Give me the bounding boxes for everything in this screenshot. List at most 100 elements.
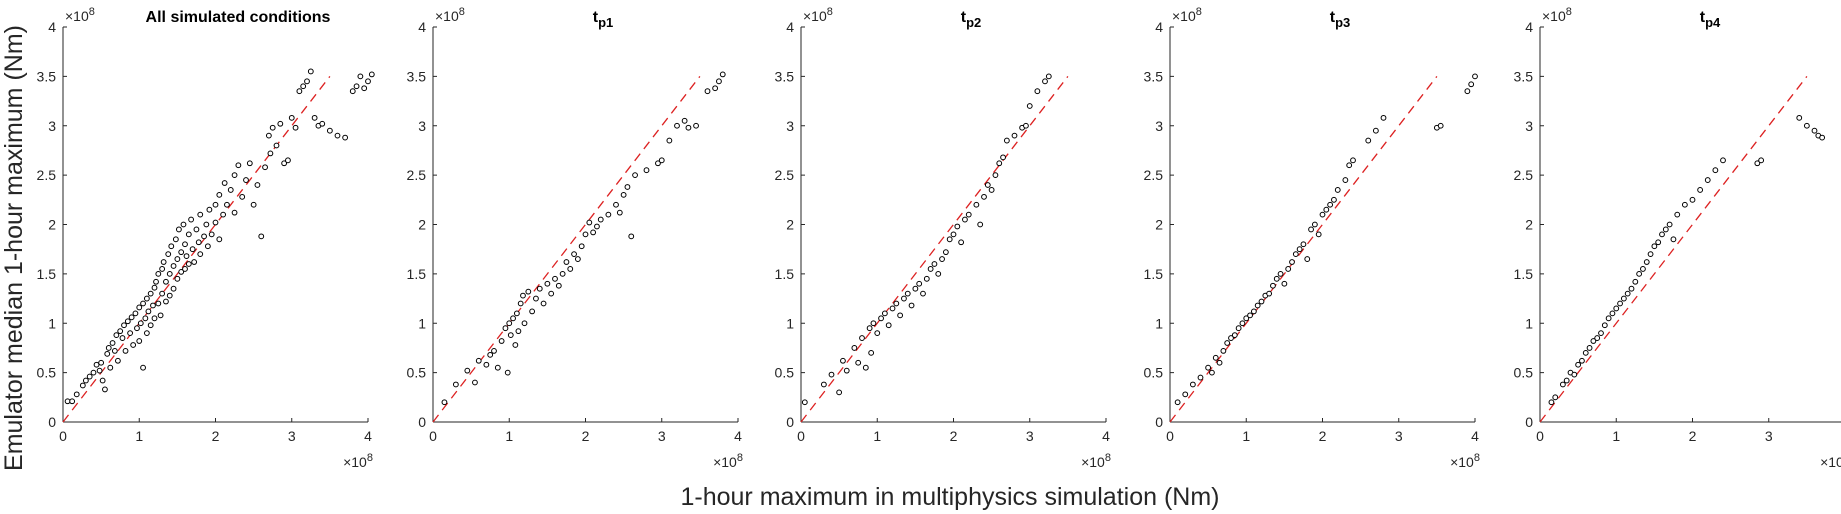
data-point xyxy=(1575,361,1582,368)
x-tick-label: 1 xyxy=(873,428,881,444)
data-point xyxy=(145,308,152,315)
data-point xyxy=(170,263,177,269)
data-point xyxy=(590,229,597,236)
data-point xyxy=(124,318,131,325)
data-point xyxy=(616,209,623,216)
y-tick-label: 2.5 xyxy=(775,167,795,183)
data-point xyxy=(1315,231,1322,238)
y-tick-label: 2 xyxy=(48,217,56,233)
y-tick-label: 2.5 xyxy=(37,167,57,183)
data-point xyxy=(185,261,192,267)
panel-title: tp4 xyxy=(1700,9,1721,30)
data-point xyxy=(597,216,604,223)
data-point xyxy=(142,315,149,322)
data-point xyxy=(1659,231,1665,238)
data-point xyxy=(965,211,972,218)
data-point xyxy=(931,261,938,267)
data-point xyxy=(349,88,356,95)
x-tick-label: 1 xyxy=(135,428,143,444)
data-point xyxy=(862,364,869,371)
data-point xyxy=(216,191,223,198)
data-point xyxy=(326,127,333,134)
y-exponent-label: ×108 xyxy=(65,6,95,24)
y-tick-label: 3.5 xyxy=(407,68,427,84)
data-point xyxy=(1365,137,1372,144)
data-point xyxy=(992,172,999,179)
y-tick-label: 3 xyxy=(786,118,794,134)
data-point xyxy=(79,382,86,389)
reference-line xyxy=(432,75,701,423)
data-point xyxy=(578,243,585,250)
data-point xyxy=(498,338,505,344)
data-point xyxy=(981,193,987,200)
data-point xyxy=(996,160,1003,167)
data-point xyxy=(851,345,858,351)
data-point xyxy=(946,236,953,243)
data-point xyxy=(483,361,490,368)
data-point xyxy=(1239,320,1246,327)
data-point xyxy=(1628,285,1635,292)
y-tick-label: 3.5 xyxy=(775,68,795,84)
data-point xyxy=(628,233,635,240)
x-exponent-label: ×108 xyxy=(1081,452,1111,470)
data-point xyxy=(958,239,965,246)
data-point xyxy=(620,191,627,198)
data-point xyxy=(254,182,261,188)
data-point xyxy=(136,304,143,311)
data-point xyxy=(920,290,926,297)
data-point xyxy=(107,364,114,371)
data-point xyxy=(307,68,314,75)
data-point xyxy=(1609,310,1616,317)
data-point xyxy=(155,300,162,307)
data-point xyxy=(1231,332,1238,339)
data-point xyxy=(582,231,589,238)
data-point xyxy=(1598,330,1604,337)
data-point xyxy=(567,266,574,272)
data-point xyxy=(1548,399,1555,406)
data-point xyxy=(977,221,984,228)
data-point xyxy=(1796,114,1803,121)
data-point xyxy=(1571,371,1578,378)
data-point xyxy=(491,348,497,354)
y-tick-label: 1.5 xyxy=(1144,266,1164,282)
y-tick-label: 1 xyxy=(786,315,794,331)
y-tick-label: 1 xyxy=(418,315,426,331)
data-point xyxy=(1380,114,1387,121)
data-point xyxy=(1304,256,1311,262)
data-point xyxy=(1235,325,1242,332)
data-point xyxy=(954,223,961,230)
data-point xyxy=(134,325,140,332)
data-point xyxy=(188,216,195,223)
data-point xyxy=(1582,349,1589,356)
data-point xyxy=(1704,177,1711,183)
x-tick-label: 4 xyxy=(1471,428,1479,444)
data-point xyxy=(1803,122,1810,129)
data-point xyxy=(552,275,558,282)
y-tick-label: 2 xyxy=(418,217,426,233)
data-point xyxy=(935,270,942,277)
data-point xyxy=(859,335,865,341)
data-point xyxy=(183,253,190,260)
data-point xyxy=(99,377,106,384)
reference-line xyxy=(1539,75,1808,423)
data-point xyxy=(441,399,448,406)
data-point xyxy=(115,357,121,364)
data-point xyxy=(288,114,295,121)
data-point xyxy=(197,211,204,218)
data-point xyxy=(357,73,364,80)
data-point xyxy=(137,320,144,327)
data-point xyxy=(1319,211,1326,218)
data-point xyxy=(1346,162,1353,169)
data-point xyxy=(231,209,238,216)
data-point xyxy=(1334,187,1341,193)
data-point xyxy=(182,241,188,248)
data-point xyxy=(201,233,207,240)
data-point xyxy=(119,335,126,341)
data-point xyxy=(143,330,150,337)
data-point xyxy=(939,256,945,262)
data-point xyxy=(1216,359,1223,366)
data-point xyxy=(1468,81,1475,88)
data-point xyxy=(502,325,509,332)
